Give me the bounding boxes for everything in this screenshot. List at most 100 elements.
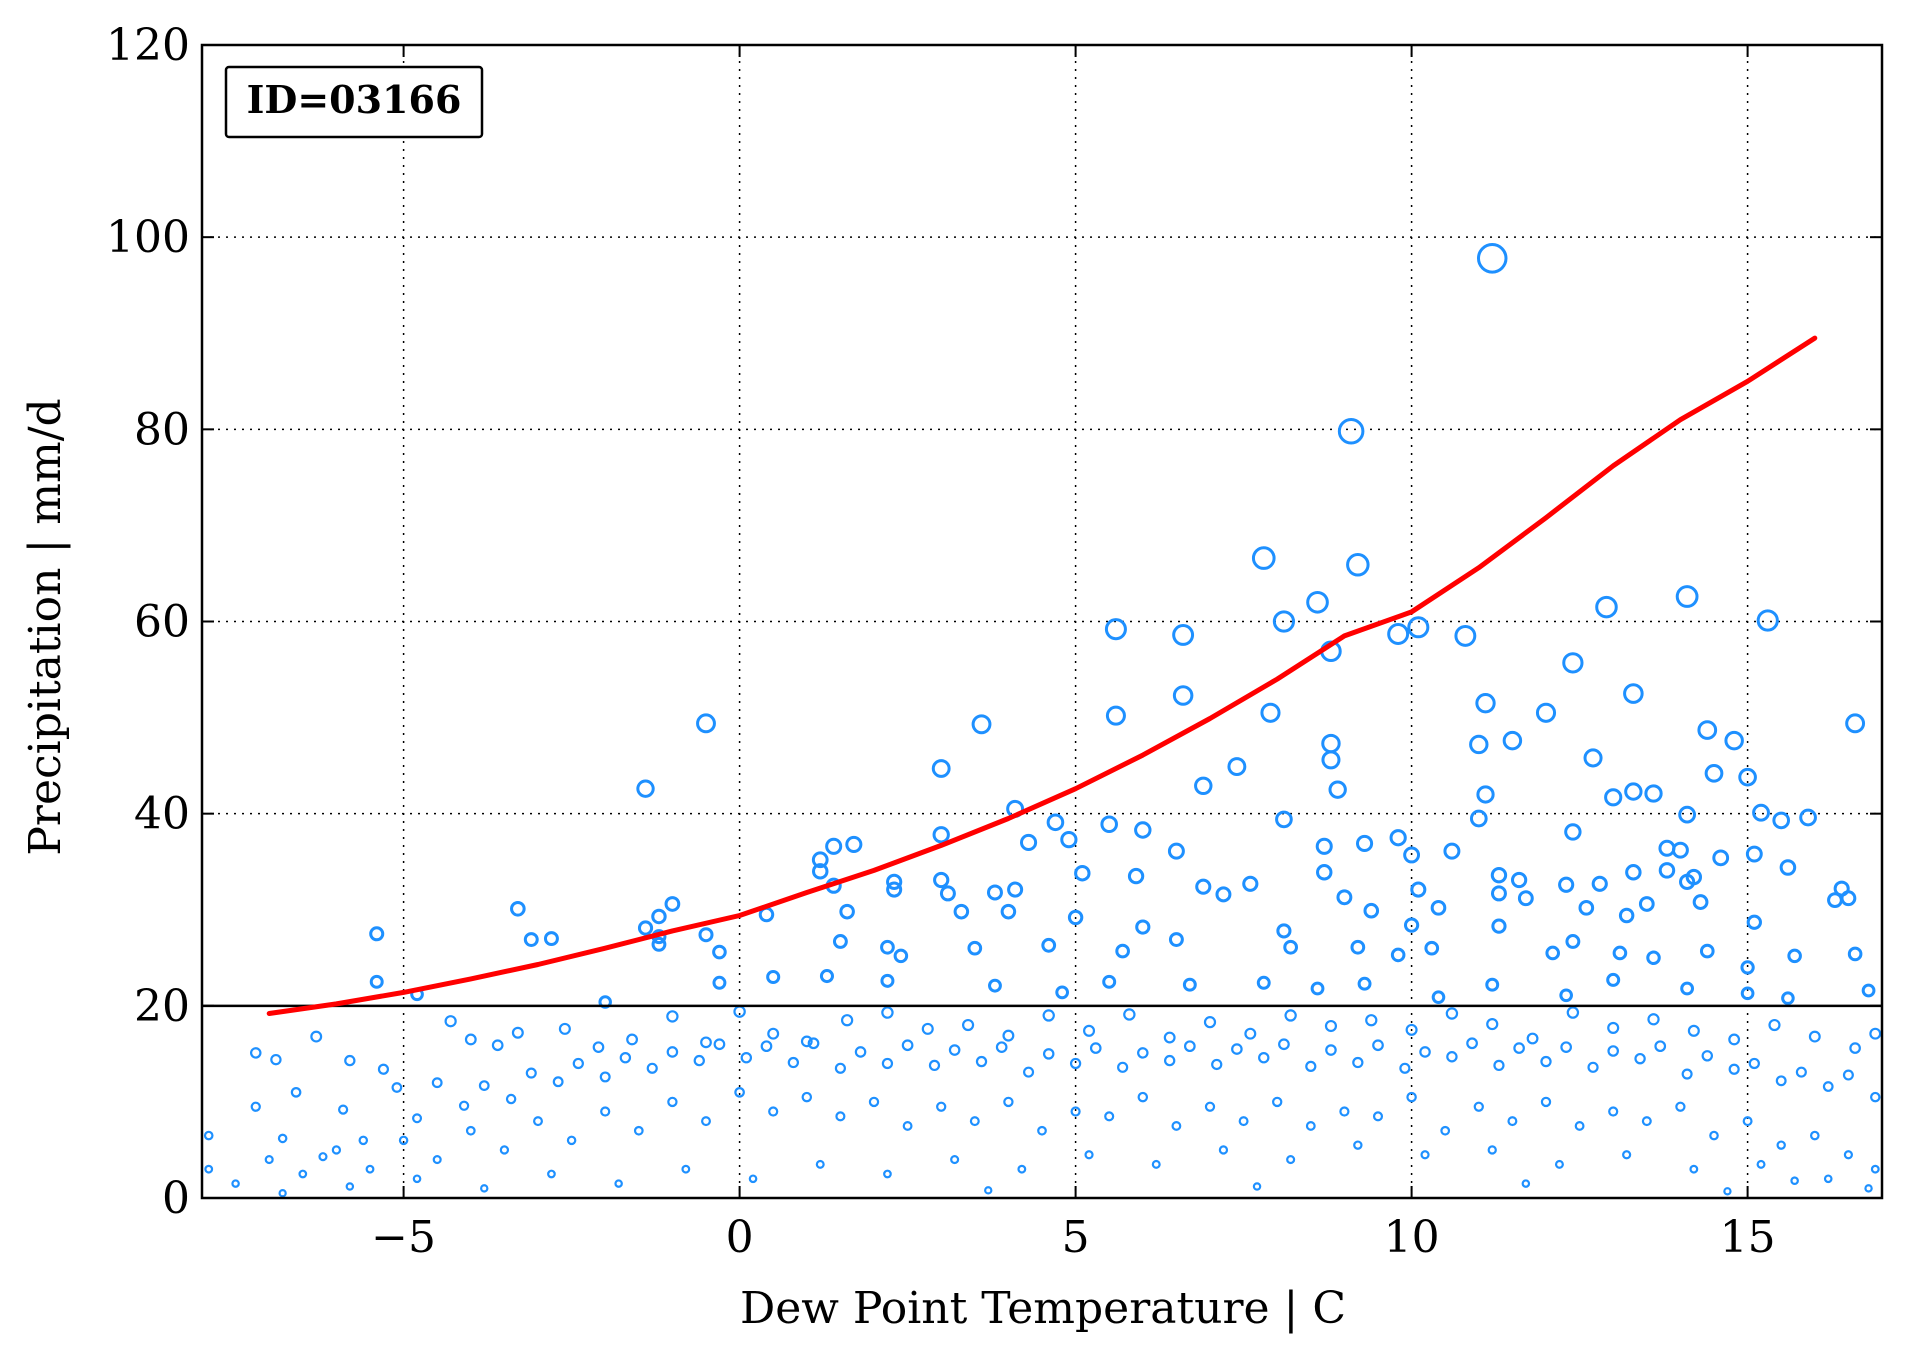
data-point [511,1026,524,1039]
data-point [1795,1066,1807,1078]
data-point [1473,1101,1484,1112]
data-point [478,1080,490,1091]
data-point [1163,1031,1176,1044]
data-point [1612,945,1628,961]
data-point [1787,948,1802,964]
data-point [1507,1116,1518,1127]
data-point [358,1135,369,1146]
data-point [1864,1184,1873,1193]
data-point [331,1145,342,1155]
data-point [948,1044,961,1056]
data-point [1606,972,1621,987]
data-point [1608,1106,1619,1117]
data-point [1790,1176,1799,1186]
fit-curve [266,335,1818,1016]
data-point [1535,702,1557,723]
data-point [1272,610,1296,633]
data-point [1365,1014,1378,1027]
data-point [969,1116,980,1127]
data-point [1321,733,1341,754]
data-point [1037,1125,1047,1136]
data-point [1123,1008,1136,1021]
data-point [1346,553,1370,577]
data-point [1407,616,1430,639]
data-point [1689,1164,1699,1174]
data-point [1487,1145,1497,1155]
data-point [1490,885,1507,902]
data-point [1137,1047,1149,1059]
data-point [1808,1030,1821,1043]
data-point [1634,1052,1646,1065]
data-point [1275,810,1293,829]
data-point [637,920,654,936]
data-point [1748,1057,1760,1070]
data-point [1067,909,1084,926]
data-point [1167,842,1185,860]
data-point [825,837,843,855]
data-point [1564,823,1582,841]
data-point [412,1113,423,1124]
data-point [1526,1032,1539,1045]
data-point [633,1125,644,1136]
data-point [1440,1125,1451,1136]
data-point [1251,546,1276,570]
data-point [1104,1111,1115,1122]
data-point [1728,1063,1740,1075]
data-point [787,1056,800,1069]
points-layer [203,243,1882,1198]
data-point [1372,1039,1384,1052]
data-point [1363,902,1380,919]
data-point [962,1018,975,1032]
data-point [365,1164,375,1174]
data-point [933,871,950,889]
data-point [1446,1051,1458,1063]
id-annotation-box: ID=03166 [224,65,484,139]
data-point [1842,1069,1854,1081]
data-point [1685,868,1703,886]
data-point [1337,417,1365,445]
data-point [1746,914,1762,930]
data-point [572,1057,584,1070]
data-point [1353,1140,1363,1150]
data-point [264,1155,274,1165]
data-point [1419,1046,1431,1058]
data-point [1491,918,1507,934]
data-point [1779,859,1797,876]
data-point [1723,1187,1732,1196]
data-point [1278,1038,1290,1051]
data-point [345,1182,355,1191]
data-point [1486,1017,1499,1031]
data-point [310,1030,323,1043]
data-point [854,1046,867,1058]
data-point [1431,990,1446,1004]
data-point [1372,1111,1384,1122]
data-point [1671,841,1689,859]
data-point [1244,1027,1257,1040]
data-point [1578,900,1595,916]
data-point [1134,821,1152,839]
data-point [1756,609,1779,632]
data-point [338,1104,349,1115]
data-point [819,969,835,984]
data-point [928,1059,941,1072]
y-tick-label: 60 [134,597,190,648]
data-point [552,1076,564,1088]
data-point [760,1040,773,1053]
data-point [636,779,655,798]
data-point [1184,1040,1196,1053]
data-point [510,900,526,917]
data-point [1869,1027,1882,1040]
data-point [880,973,895,988]
data-point [807,1037,820,1050]
data-point [1641,1116,1652,1127]
data-point [1513,1042,1525,1054]
data-point [950,1155,960,1165]
data-point [1587,1061,1599,1073]
data-point [766,969,781,985]
data-point [696,713,716,734]
data-point [1203,1016,1217,1029]
data-point [1756,1159,1766,1169]
data-point [681,1164,691,1174]
ticks-layer: −5 0 5 10 15 0 20 40 60 80 100 120 [106,20,1882,1263]
data-point [988,978,1002,993]
